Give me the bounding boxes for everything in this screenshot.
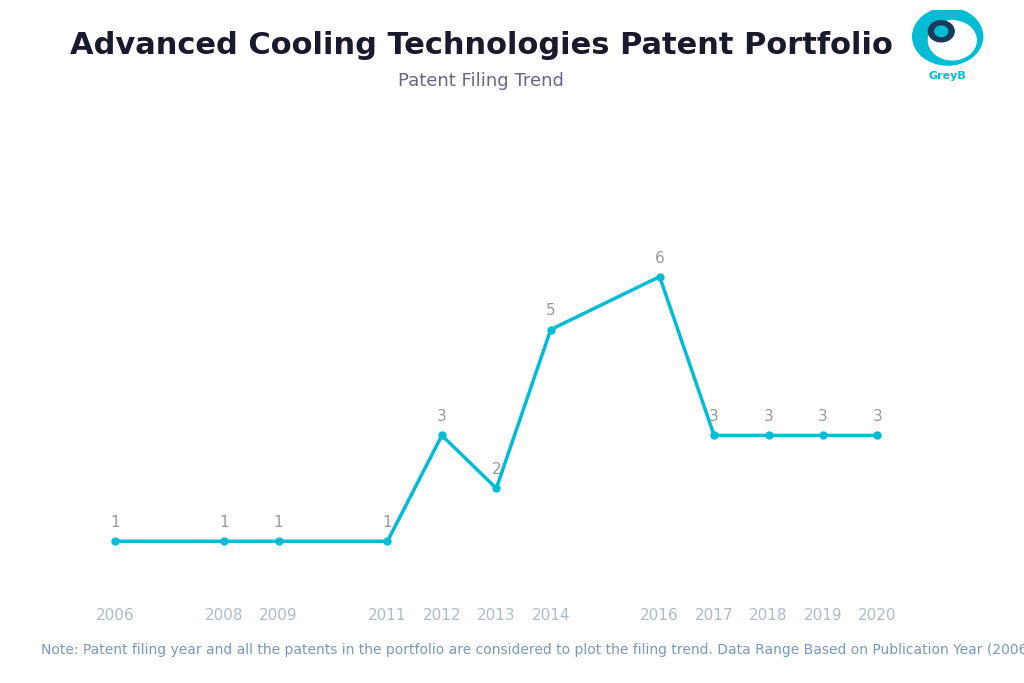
Circle shape	[929, 20, 954, 42]
Text: 6: 6	[654, 251, 665, 266]
Text: 1: 1	[219, 515, 229, 530]
Text: 3: 3	[710, 409, 719, 424]
Text: 3: 3	[764, 409, 773, 424]
Text: GreyB: GreyB	[929, 71, 967, 81]
Text: 2: 2	[492, 462, 501, 477]
Text: 5: 5	[546, 303, 556, 318]
Text: 1: 1	[273, 515, 284, 530]
Circle shape	[935, 26, 948, 36]
Text: Patent Filing Trend: Patent Filing Trend	[398, 72, 564, 89]
Circle shape	[929, 20, 976, 60]
Text: 3: 3	[818, 409, 827, 424]
Text: 3: 3	[437, 409, 446, 424]
Text: 3: 3	[872, 409, 883, 424]
Text: Note: Patent filing year and all the patents in the portfolio are considered to : Note: Patent filing year and all the pat…	[41, 643, 1024, 657]
Text: 1: 1	[383, 515, 392, 530]
Text: Advanced Cooling Technologies Patent Portfolio: Advanced Cooling Technologies Patent Por…	[70, 31, 893, 59]
Text: 1: 1	[111, 515, 120, 530]
Circle shape	[912, 8, 983, 65]
